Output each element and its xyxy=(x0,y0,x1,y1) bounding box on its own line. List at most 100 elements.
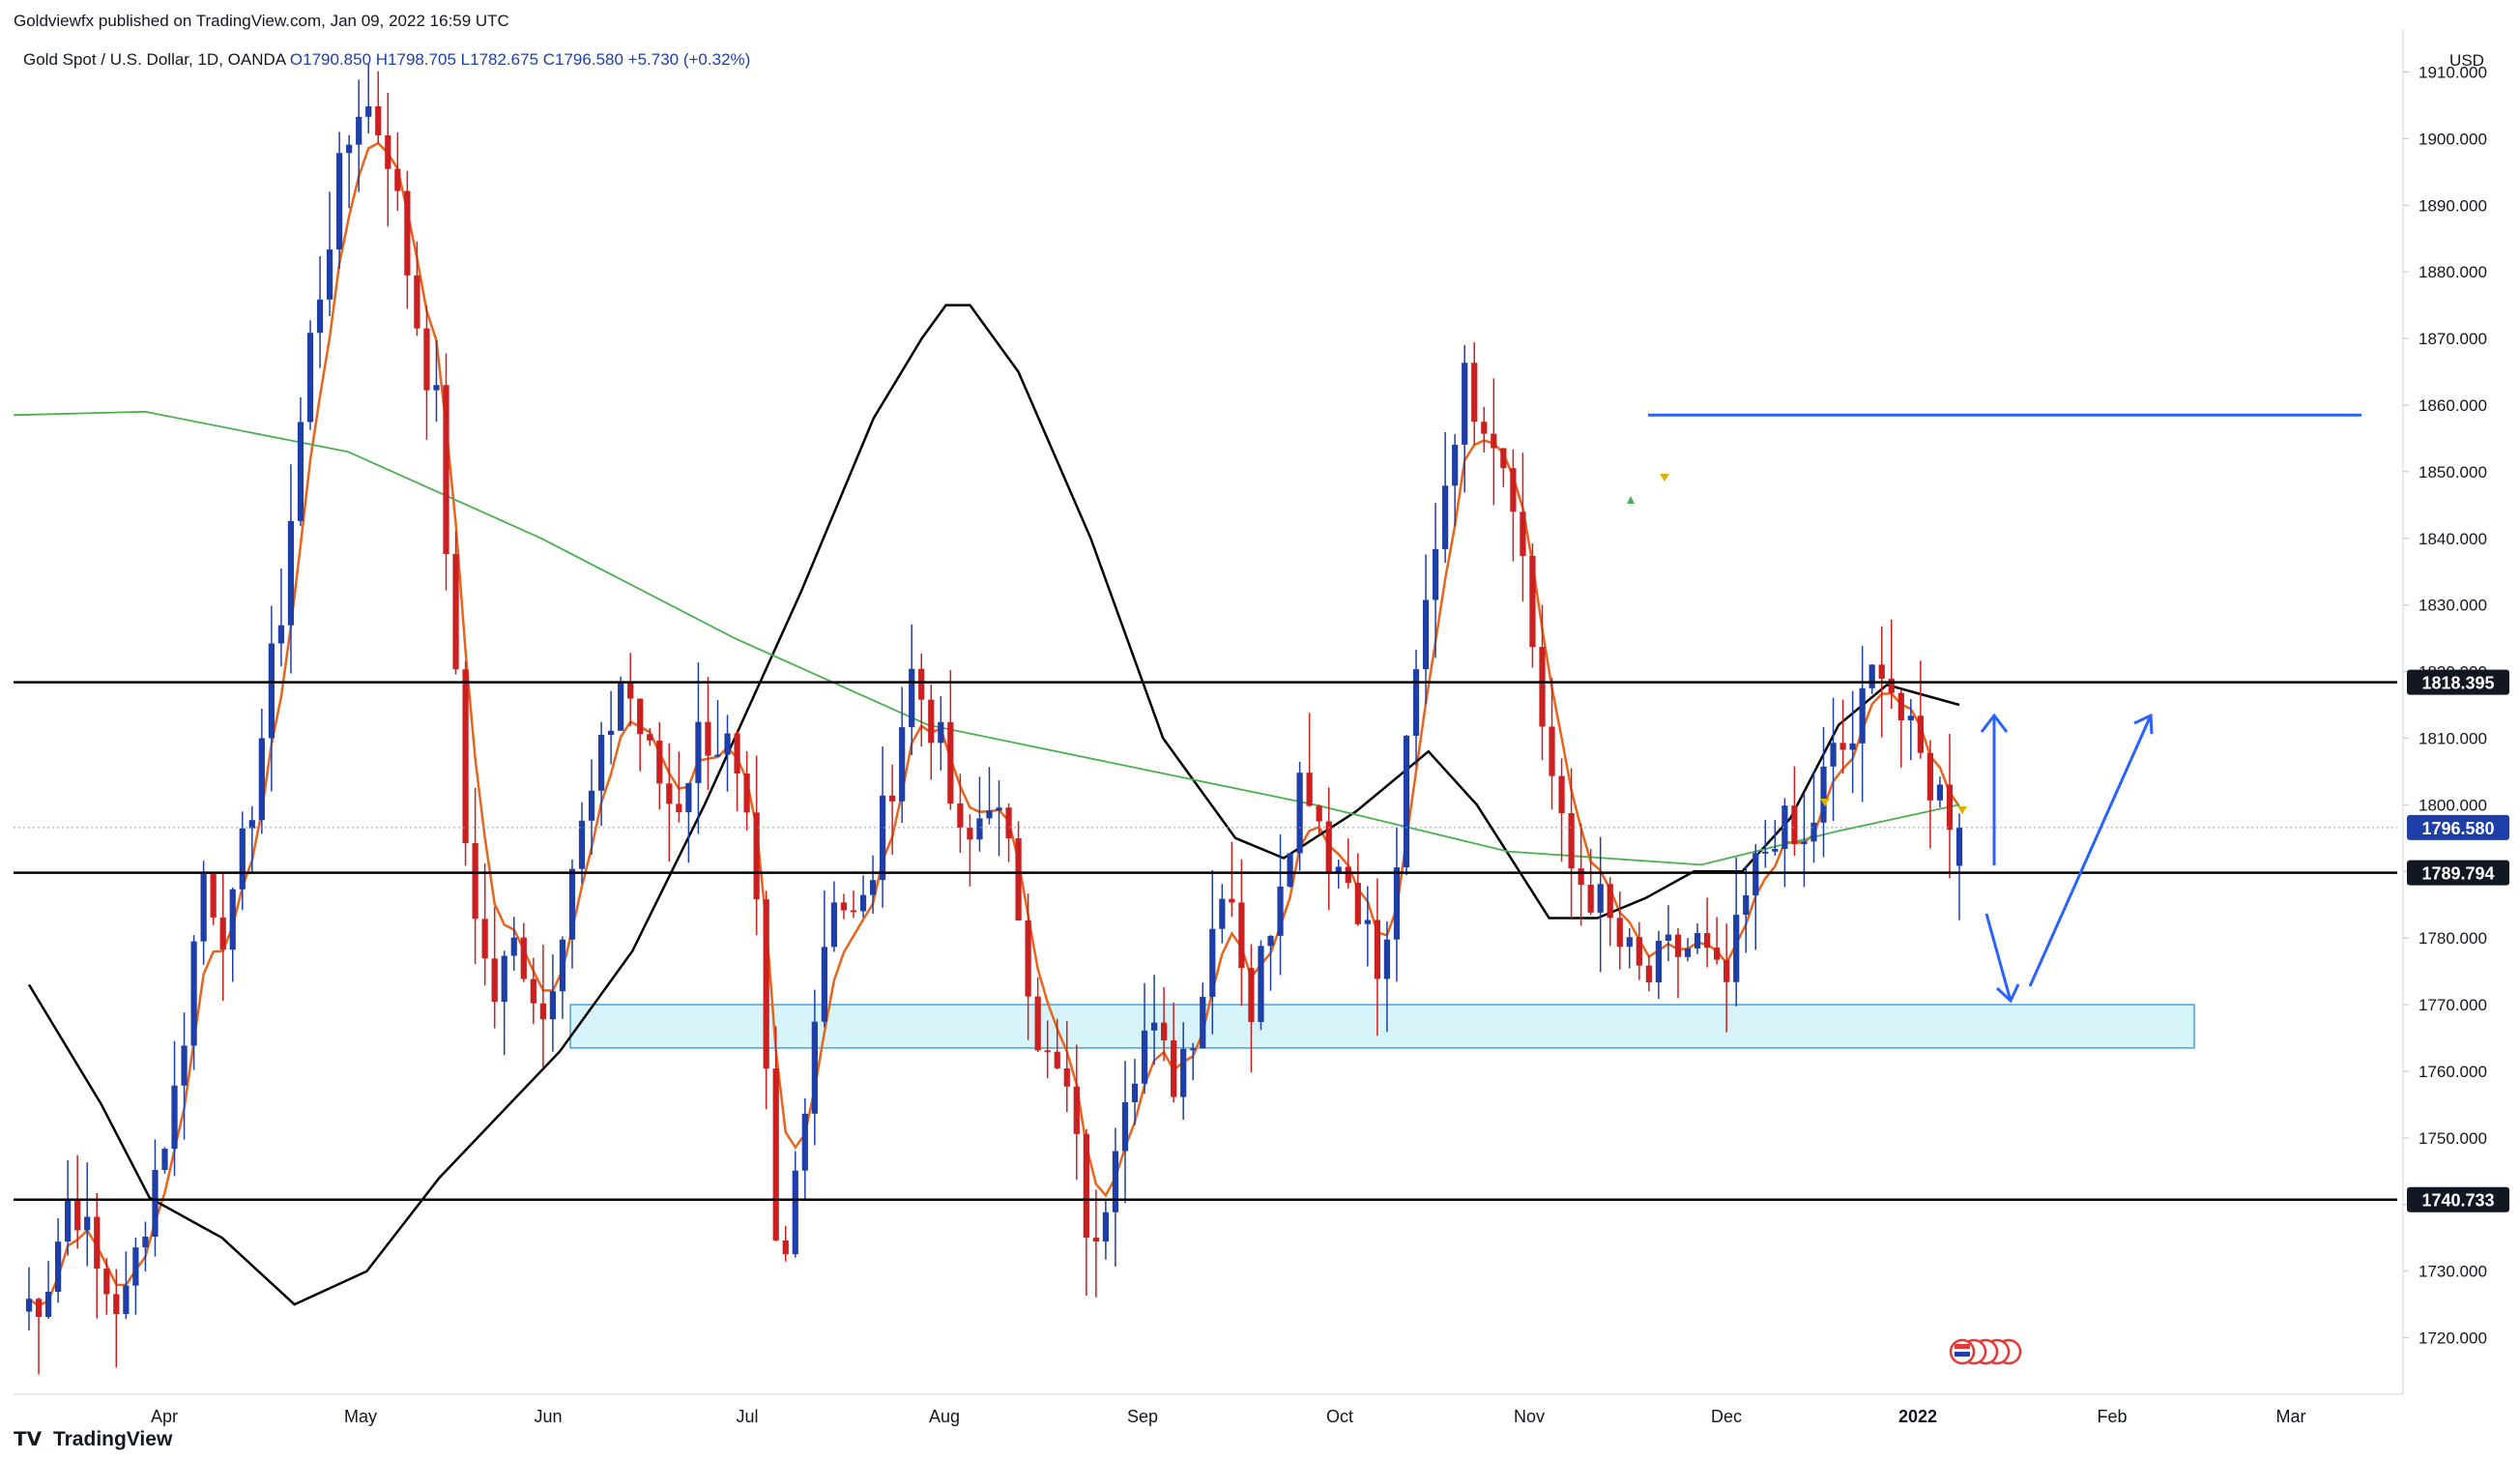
candle-body xyxy=(200,874,207,942)
candle-body xyxy=(801,1113,808,1171)
candle-up xyxy=(1752,844,1759,950)
candle-down xyxy=(1917,660,1924,759)
candle-body xyxy=(1131,1083,1139,1102)
candle-up xyxy=(54,1218,62,1303)
candle-down xyxy=(1025,893,1031,1040)
candle-up xyxy=(1150,975,1158,1066)
candle-body xyxy=(1888,678,1895,693)
candle-body xyxy=(1364,920,1371,924)
candle-up xyxy=(986,767,993,825)
candle-body xyxy=(743,773,750,813)
candle-down xyxy=(74,1154,81,1249)
candle-up xyxy=(1258,940,1264,1031)
candle-body xyxy=(530,978,536,1004)
candle-up xyxy=(501,950,507,1056)
slow-ma-line xyxy=(27,304,1960,1306)
x-tick-label: Dec xyxy=(1711,1407,1742,1426)
candle-body xyxy=(647,734,653,741)
tradingview-footer[interactable]: 𝗧𝗩 TradingView xyxy=(14,1427,172,1451)
candle-up xyxy=(268,605,275,792)
candle-body xyxy=(1791,805,1798,845)
candle-body xyxy=(336,153,343,250)
candle-body xyxy=(287,520,295,626)
triangle-down-icon xyxy=(1660,474,1669,482)
candle-up xyxy=(879,746,886,908)
candle-up xyxy=(123,1251,130,1320)
candle-body xyxy=(782,1240,789,1255)
candle-up xyxy=(365,64,372,133)
candle-down xyxy=(1723,923,1730,1033)
candle-body xyxy=(1743,895,1750,916)
y-tick-label: 1880.000 xyxy=(2419,263,2487,281)
candle-body xyxy=(1025,920,1031,997)
candle-up xyxy=(830,881,838,952)
chart-icons-layer xyxy=(1627,474,2022,1365)
candle-up xyxy=(510,917,517,971)
candle-down xyxy=(1229,841,1235,918)
candle-body xyxy=(1102,1212,1110,1242)
candle-body xyxy=(1578,868,1584,885)
candle-down xyxy=(1083,1128,1089,1296)
candle-body xyxy=(142,1236,149,1248)
candle-down xyxy=(1549,677,1555,810)
candle-body xyxy=(219,917,226,950)
candle-body xyxy=(1558,775,1565,814)
up-arrow-long-shaft xyxy=(2028,715,2153,987)
candle-down xyxy=(530,957,536,1025)
candle-up xyxy=(1393,827,1401,982)
candle-body xyxy=(1830,743,1837,767)
support-zone-layer xyxy=(569,1004,2195,1049)
candle-body xyxy=(346,144,353,154)
candle-down xyxy=(1005,803,1012,862)
candle-body xyxy=(1684,948,1692,957)
candle-down xyxy=(1791,766,1798,857)
candle-body xyxy=(1878,664,1885,679)
candle-body xyxy=(132,1247,139,1286)
candle-up xyxy=(685,782,692,863)
candle-up xyxy=(607,690,615,765)
candle-down xyxy=(627,653,634,727)
price-axis[interactable]: USD1720.0001730.0001740.0001750.0001760.… xyxy=(2402,29,2509,1394)
candle-up xyxy=(714,699,721,757)
candle-body xyxy=(734,733,740,774)
candle-body xyxy=(869,880,877,895)
candle-body xyxy=(1481,422,1488,434)
candle-body xyxy=(1849,743,1856,750)
time-axis[interactable]: Apr May Jun Jul Aug Sep Oct Nov Dec 2022 Feb Mar xyxy=(14,1393,2403,1426)
candle-up xyxy=(25,1267,33,1331)
candle-body xyxy=(520,937,527,979)
candle-body xyxy=(1839,743,1846,750)
candle-body xyxy=(326,249,333,300)
candle-body xyxy=(1054,1051,1060,1068)
candle-body xyxy=(947,721,954,803)
candle-body xyxy=(1955,827,1963,866)
candle-body xyxy=(1907,715,1914,721)
candle-down xyxy=(35,1297,43,1375)
candle-down xyxy=(1703,897,1711,968)
candle-body xyxy=(1820,766,1827,823)
candle-body xyxy=(1810,822,1817,842)
candle-up xyxy=(618,676,624,731)
candle-body xyxy=(627,682,634,699)
candle-down xyxy=(1587,849,1594,916)
candle-down xyxy=(734,729,740,812)
candle-body xyxy=(1325,821,1332,874)
candle-body xyxy=(918,668,925,700)
candle-body xyxy=(44,1292,52,1317)
candle-body xyxy=(491,958,498,1003)
candle-body xyxy=(656,740,663,784)
candle-body xyxy=(1063,1067,1070,1087)
y-tick-label: 1910.000 xyxy=(2419,63,2487,81)
candle-body xyxy=(1121,1101,1129,1152)
candle-body xyxy=(1655,940,1663,982)
candle-up xyxy=(1684,937,1692,962)
candle-body xyxy=(501,955,507,1003)
price-label-box xyxy=(2407,1186,2509,1212)
fast-ema-line xyxy=(28,141,1961,1308)
candle-down xyxy=(1578,823,1584,926)
candle-body xyxy=(1374,920,1381,979)
y-tick-label: 1800.000 xyxy=(2419,796,2487,814)
candle-body xyxy=(811,1021,818,1114)
symbol-legend[interactable]: Gold Spot / U.S. Dollar, 1D, OANDA O1790… xyxy=(23,50,750,70)
